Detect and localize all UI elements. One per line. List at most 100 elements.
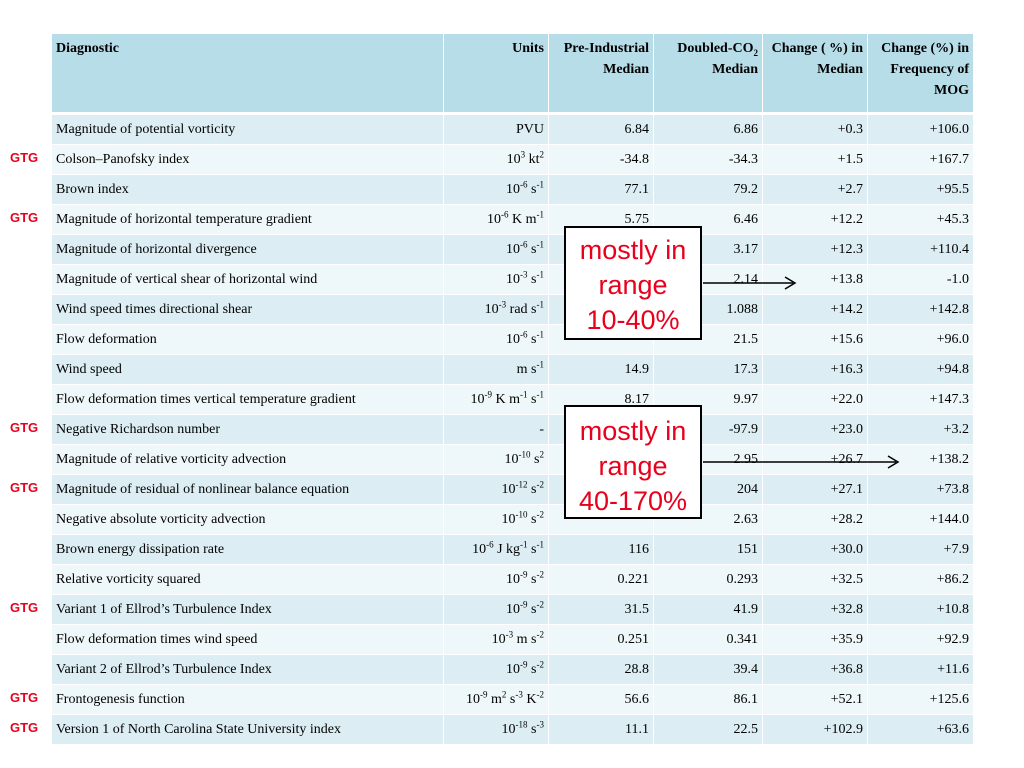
unit-text: 10 — [491, 631, 506, 647]
gtg-label: GTG — [10, 480, 39, 495]
change-in-median: +23.0 — [762, 414, 868, 445]
unit-exponent: -1 — [536, 328, 545, 339]
units-cell: 10-6 s-1 — [443, 174, 549, 205]
units-cell: 10-9 K m-1 s-1 — [443, 384, 549, 415]
callout-line: range — [598, 270, 668, 300]
unit-exponent: -1 — [536, 208, 545, 219]
table-row: Brown index 10-6 s-1 77.1 79.2 +2.7 +95.5 — [51, 174, 974, 205]
diagnostic-name: Magnitude of relative vorticity advectio… — [51, 444, 444, 475]
diagnostic-name: Magnitude of vertical shear of horizonta… — [51, 264, 444, 295]
unit-exponent: 2 — [539, 148, 545, 159]
unit-text: s — [527, 541, 537, 557]
units-cell: 10-9 s-2 — [443, 594, 549, 625]
unit-exponent: -1 — [536, 388, 545, 399]
unit-exponent: -1 — [536, 538, 545, 549]
header-diagnostic: Diagnostic — [51, 33, 444, 115]
change-in-median: +35.9 — [762, 624, 868, 655]
diagnostic-name: Flow deformation — [51, 324, 444, 355]
unit-text: PVU — [515, 121, 544, 137]
pre-industrial-median: 28.8 — [548, 654, 654, 685]
table-row: Frontogenesis function 10-9 m2 s-3 K-2 56.… — [51, 684, 974, 715]
unit-exponent: -2 — [536, 628, 545, 639]
unit-text: K — [522, 691, 537, 707]
unit-text: 10 — [506, 181, 521, 197]
unit-exponent: -10 — [518, 448, 531, 459]
arrow-to-change-frequency — [703, 455, 900, 469]
callout-line: mostly in — [579, 416, 687, 446]
unit-text: K m — [492, 391, 521, 407]
pre-industrial-median: 0.251 — [548, 624, 654, 655]
unit-exponent: -1 — [536, 298, 545, 309]
unit-text: m — [487, 691, 502, 707]
change-in-frequency: +11.6 — [867, 654, 974, 685]
unit-exponent: -18 — [515, 718, 528, 729]
unit-exponent: -2 — [536, 478, 545, 489]
unit-text: s — [527, 511, 537, 527]
unit-text: s — [527, 661, 537, 677]
unit-exponent: -6 — [520, 238, 528, 249]
table-row: Flow deformation times vertical temperat… — [51, 384, 974, 415]
change-in-frequency: +95.5 — [867, 174, 974, 205]
unit-text: 10 — [487, 211, 501, 227]
change-in-median: +32.8 — [762, 594, 868, 625]
unit-exponent: -12 — [515, 478, 528, 489]
units-cell: 10-10 s-2 — [443, 504, 549, 535]
units-cell: PVU — [443, 113, 549, 145]
header-doubled-co2: Doubled-CO2 Median — [653, 33, 763, 115]
unit-exponent: -2 — [536, 508, 545, 519]
unit-exponent: -1 — [520, 388, 528, 399]
units-cell: - — [443, 414, 549, 445]
unit-text: 10 — [506, 571, 521, 587]
unit-text: 10 — [506, 271, 521, 287]
diagnostic-name: Brown energy dissipation rate — [51, 534, 444, 565]
change-in-median: +15.6 — [762, 324, 868, 355]
pre-industrial-median: 31.5 — [548, 594, 654, 625]
unit-text: 10 — [506, 601, 521, 617]
change-in-median: +2.7 — [762, 174, 868, 205]
table-row: Brown energy dissipation rate 10-6 J kg-1… — [51, 534, 974, 565]
unit-text: 10 — [501, 511, 516, 527]
unit-text: m s — [513, 631, 537, 647]
change-in-median: +12.3 — [762, 234, 868, 265]
callout-line: 40-170% — [578, 486, 688, 516]
unit-exponent: -9 — [480, 688, 488, 699]
doubled-co2-median: 86.1 — [653, 684, 763, 715]
change-in-frequency: +63.6 — [867, 714, 974, 745]
unit-text: s — [527, 481, 537, 497]
diagnostic-name: Flow deformation times vertical temperat… — [51, 384, 444, 415]
unit-text: 10 — [506, 331, 521, 347]
change-in-frequency: +7.9 — [867, 534, 974, 565]
gtg-label: GTG — [10, 720, 39, 735]
table-row: Wind speed m s-1 14.9 17.3 +16.3 +94.8 — [51, 354, 974, 385]
unit-exponent: -2 — [536, 598, 545, 609]
gtg-label: GTG — [10, 210, 39, 225]
unit-exponent: -1 — [536, 238, 545, 249]
diagnostic-name: Variant 1 of Ellrod’s Turbulence Index — [51, 594, 444, 625]
change-in-median: +16.3 — [762, 354, 868, 385]
change-in-frequency: -1.0 — [867, 264, 974, 295]
unit-text: s — [527, 391, 537, 407]
table-row: Variant 2 of Ellrod’s Turbulence Index 10… — [51, 654, 974, 685]
unit-text: kt — [525, 151, 540, 167]
callout-range-40-170: mostly in range 40-170% — [564, 405, 702, 519]
unit-text: s — [530, 451, 540, 467]
diagnostic-name: Variant 2 of Ellrod’s Turbulence Index — [51, 654, 444, 685]
unit-exponent: -1 — [536, 178, 545, 189]
doubled-co2-median: 17.3 — [653, 354, 763, 385]
unit-text: s — [527, 571, 537, 587]
unit-text: 10 — [484, 301, 499, 317]
header-doubled-co2-b: Median — [712, 62, 758, 77]
diagnostic-name: Wind speed times directional shear — [51, 294, 444, 325]
unit-exponent: -6 — [501, 208, 509, 219]
header-change-frequency: Change (%) in Frequency of MOG — [867, 33, 974, 115]
unit-exponent: -6 — [486, 538, 494, 549]
units-cell: 10-9 s-2 — [443, 564, 549, 595]
change-in-frequency: +3.2 — [867, 414, 974, 445]
doubled-co2-median: 39.4 — [653, 654, 763, 685]
unit-exponent: -1 — [536, 358, 545, 369]
gtg-label: GTG — [10, 600, 39, 615]
diagnostic-name: Relative vorticity squared — [51, 564, 444, 595]
unit-exponent: -2 — [536, 658, 545, 669]
doubled-co2-median: -34.3 — [653, 144, 763, 175]
callout-line: 10-40% — [586, 305, 680, 335]
